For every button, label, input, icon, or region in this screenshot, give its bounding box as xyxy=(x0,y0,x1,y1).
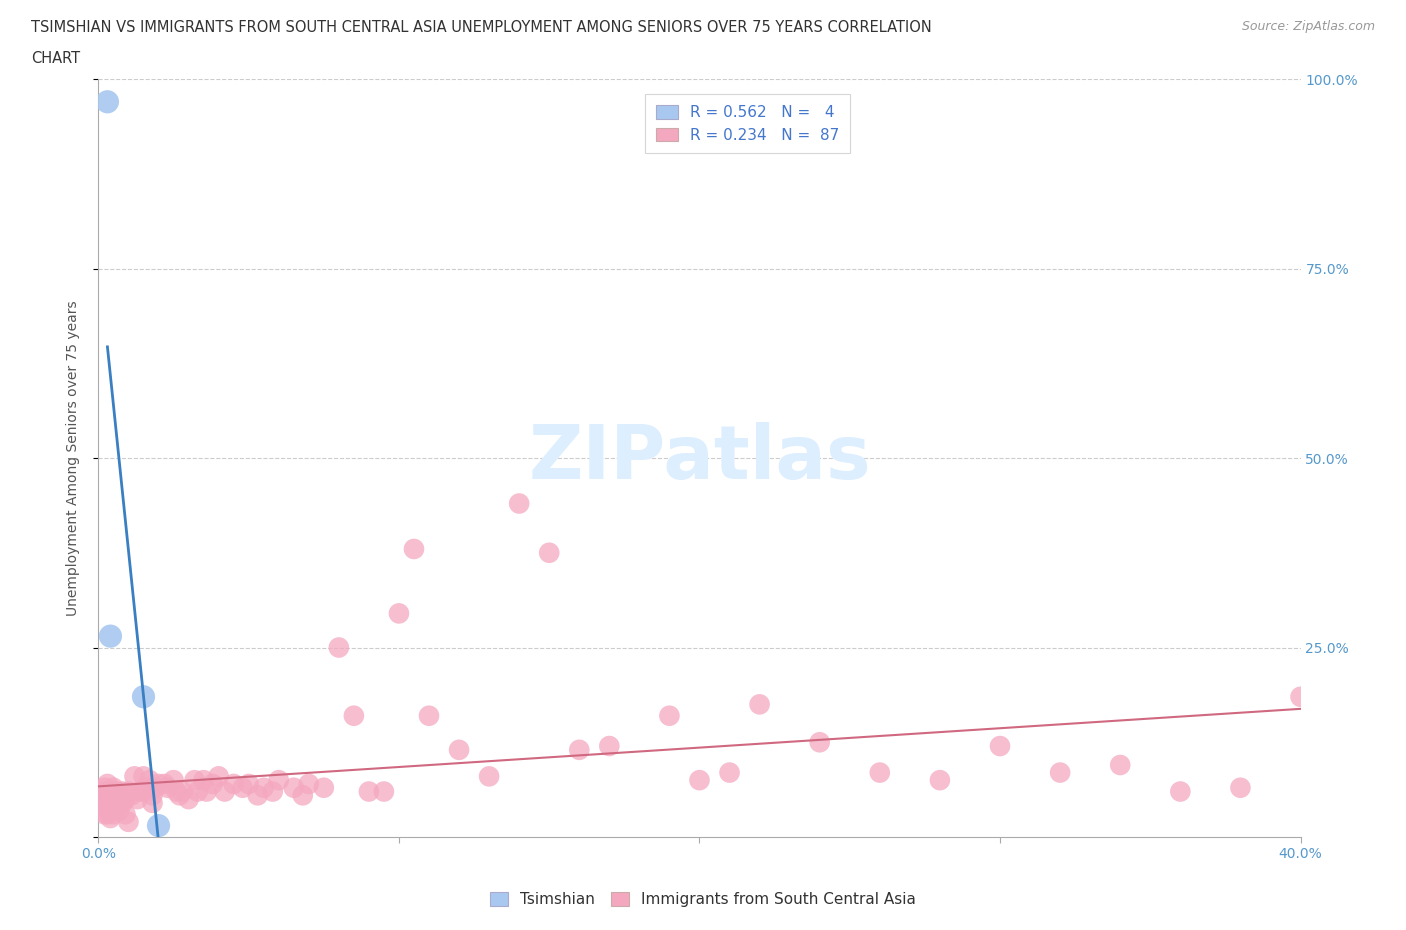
Point xyxy=(105,799,128,814)
Point xyxy=(312,780,335,795)
Text: CHART: CHART xyxy=(31,51,80,66)
Point xyxy=(283,780,305,795)
Point xyxy=(262,784,284,799)
Point xyxy=(238,777,260,791)
Point xyxy=(129,784,152,799)
Point xyxy=(141,788,163,803)
Point xyxy=(132,784,155,799)
Point xyxy=(138,773,160,788)
Point xyxy=(508,496,530,511)
Point xyxy=(195,784,218,799)
Point xyxy=(1229,780,1251,795)
Point xyxy=(402,541,425,556)
Point xyxy=(111,784,134,799)
Point xyxy=(90,788,112,803)
Point xyxy=(388,606,411,621)
Point xyxy=(201,777,224,791)
Point xyxy=(166,784,188,799)
Point xyxy=(135,780,157,795)
Legend: R = 0.562   N =   4, R = 0.234   N =  87: R = 0.562 N = 4, R = 0.234 N = 87 xyxy=(645,94,849,153)
Point xyxy=(232,780,254,795)
Point xyxy=(145,780,167,795)
Point xyxy=(1170,784,1192,799)
Point xyxy=(246,788,269,803)
Point xyxy=(141,795,163,810)
Point xyxy=(124,769,146,784)
Point xyxy=(169,788,191,803)
Point xyxy=(298,777,321,791)
Point xyxy=(96,777,118,791)
Point xyxy=(447,742,470,757)
Text: TSIMSHIAN VS IMMIGRANTS FROM SOUTH CENTRAL ASIA UNEMPLOYMENT AMONG SENIORS OVER : TSIMSHIAN VS IMMIGRANTS FROM SOUTH CENTR… xyxy=(31,20,932,35)
Point xyxy=(343,709,366,724)
Point xyxy=(689,773,711,788)
Point xyxy=(100,788,122,803)
Point xyxy=(598,738,620,753)
Point xyxy=(193,773,215,788)
Point xyxy=(929,773,952,788)
Text: ZIPatlas: ZIPatlas xyxy=(529,421,870,495)
Point xyxy=(869,765,891,780)
Point xyxy=(808,735,831,750)
Point xyxy=(114,791,136,806)
Point xyxy=(658,709,681,724)
Point xyxy=(718,765,741,780)
Point xyxy=(117,784,139,799)
Point xyxy=(357,784,380,799)
Point xyxy=(87,784,110,799)
Point xyxy=(328,640,350,655)
Point xyxy=(121,788,143,803)
Point xyxy=(568,742,591,757)
Point xyxy=(96,807,118,822)
Point xyxy=(373,784,395,799)
Point xyxy=(1289,689,1312,704)
Y-axis label: Unemployment Among Seniors over 75 years: Unemployment Among Seniors over 75 years xyxy=(66,300,80,616)
Point xyxy=(105,784,128,799)
Point xyxy=(1109,758,1132,773)
Point xyxy=(156,780,179,795)
Point xyxy=(127,791,149,806)
Text: Source: ZipAtlas.com: Source: ZipAtlas.com xyxy=(1241,20,1375,33)
Point xyxy=(100,629,122,644)
Point xyxy=(100,811,122,826)
Point xyxy=(162,773,184,788)
Point xyxy=(103,780,125,795)
Point xyxy=(988,738,1011,753)
Point xyxy=(172,784,194,799)
Point xyxy=(90,799,112,814)
Legend: Tsimshian, Immigrants from South Central Asia: Tsimshian, Immigrants from South Central… xyxy=(484,885,922,913)
Point xyxy=(132,769,155,784)
Point xyxy=(253,780,276,795)
Point xyxy=(538,545,561,560)
Point xyxy=(108,788,131,803)
Point xyxy=(187,784,209,799)
Point xyxy=(267,773,290,788)
Point xyxy=(93,780,115,795)
Point xyxy=(1049,765,1071,780)
Point xyxy=(291,788,314,803)
Point xyxy=(100,799,122,814)
Point xyxy=(103,807,125,822)
Point xyxy=(418,709,440,724)
Point xyxy=(222,777,245,791)
Point xyxy=(183,773,205,788)
Point xyxy=(93,807,115,822)
Point xyxy=(111,795,134,810)
Point xyxy=(108,803,131,817)
Point xyxy=(748,697,770,711)
Point xyxy=(114,807,136,822)
Point xyxy=(103,795,125,810)
Point xyxy=(148,818,170,833)
Point xyxy=(214,784,236,799)
Point xyxy=(117,815,139,830)
Point xyxy=(478,769,501,784)
Point xyxy=(153,777,176,791)
Point xyxy=(148,777,170,791)
Point xyxy=(132,689,155,704)
Point xyxy=(208,769,231,784)
Point xyxy=(96,791,118,806)
Point xyxy=(177,791,200,806)
Point xyxy=(96,94,118,109)
